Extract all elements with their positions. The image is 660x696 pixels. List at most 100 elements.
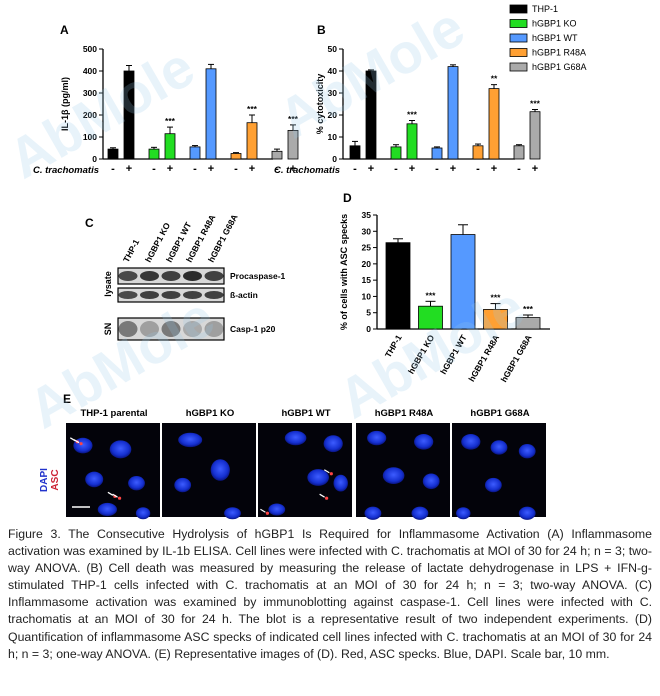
speck-arrow bbox=[112, 493, 118, 498]
y-tick-label: 10 bbox=[362, 291, 372, 301]
bar bbox=[148, 148, 160, 160]
blot-band bbox=[204, 271, 224, 281]
significance-label: *** bbox=[523, 304, 534, 314]
condition-label: - bbox=[476, 163, 480, 175]
bar bbox=[483, 309, 508, 330]
condition-label: - bbox=[394, 163, 398, 175]
bar bbox=[406, 123, 418, 160]
asc-speck bbox=[117, 496, 122, 500]
blot-band bbox=[118, 271, 138, 281]
condition-label: - bbox=[111, 163, 115, 175]
asc-stain-label: ASC bbox=[50, 469, 61, 490]
nucleus bbox=[364, 506, 382, 520]
x-tick-label: hGBP1 R48A bbox=[466, 333, 501, 383]
asc-speck bbox=[265, 511, 269, 515]
bar bbox=[450, 234, 476, 330]
bar bbox=[418, 305, 443, 330]
group-label: lysate bbox=[103, 271, 113, 297]
panel-d-chart: D 0 5 10 15 20 25 30 35 % of cells with ASC speck… bbox=[339, 191, 550, 384]
condition-label: - bbox=[193, 163, 197, 175]
y-tick-label: 30 bbox=[328, 88, 338, 98]
y-tick-label: 400 bbox=[83, 66, 97, 76]
condition-label: + bbox=[491, 163, 497, 175]
x-tick-label: THP-1 bbox=[383, 333, 404, 360]
y-tick-label: 0 bbox=[332, 154, 337, 164]
nucleus bbox=[518, 444, 536, 459]
y-tick-label: 30 bbox=[362, 226, 372, 236]
asc-speck bbox=[329, 472, 333, 476]
y-tick-label: 200 bbox=[83, 110, 97, 120]
panel-label: D bbox=[343, 191, 352, 205]
blot-band bbox=[140, 321, 159, 337]
nucleus bbox=[284, 430, 307, 446]
bar bbox=[529, 111, 541, 160]
speck-arrow bbox=[107, 491, 114, 496]
y-axis-label: % of cells with ASC specks bbox=[339, 214, 349, 330]
y-tick-label: 50 bbox=[328, 44, 338, 54]
significance-label: *** bbox=[247, 104, 258, 114]
blot-band bbox=[140, 271, 159, 281]
image-title: THP-1 parental bbox=[80, 408, 147, 419]
condition-label: - bbox=[435, 163, 439, 175]
nucleus bbox=[461, 434, 481, 450]
legend-label: hGBP1 WT bbox=[532, 33, 578, 43]
condition-label: - bbox=[152, 163, 156, 175]
condition-label: + bbox=[532, 163, 538, 175]
y-tick-label: 25 bbox=[362, 243, 372, 253]
y-tick-label: 5 bbox=[366, 308, 371, 318]
nucleus bbox=[224, 507, 241, 520]
x-axis-label: C. trachomatis bbox=[274, 165, 340, 176]
bar bbox=[164, 133, 176, 160]
legend-swatch bbox=[509, 33, 528, 43]
nucleus bbox=[490, 440, 508, 455]
blot-band bbox=[183, 321, 202, 337]
panel-label: E bbox=[63, 392, 71, 406]
legend-label: hGBP1 G68A bbox=[532, 62, 587, 72]
blot-band bbox=[118, 321, 138, 337]
y-tick-label: 0 bbox=[92, 154, 97, 164]
legend-swatch bbox=[509, 62, 528, 72]
bar bbox=[385, 242, 411, 330]
condition-label: + bbox=[249, 163, 255, 175]
bar bbox=[472, 145, 484, 160]
significance-label: ** bbox=[491, 74, 498, 84]
speck-arrow bbox=[319, 493, 325, 498]
image-title: hGBP1 KO bbox=[186, 408, 235, 419]
y-tick-label: 300 bbox=[83, 88, 97, 98]
y-tick-label: 20 bbox=[328, 110, 338, 120]
nucleus bbox=[210, 459, 230, 481]
condition-label: + bbox=[167, 163, 173, 175]
legend-swatch bbox=[509, 4, 528, 14]
nucleus bbox=[135, 507, 151, 520]
y-tick-label: 20 bbox=[362, 259, 372, 269]
band-label: Casp-1 p20 bbox=[230, 324, 276, 334]
condition-label: + bbox=[368, 163, 374, 175]
panel-label: C bbox=[85, 216, 94, 230]
legend-swatch bbox=[509, 19, 528, 28]
bar bbox=[189, 146, 201, 160]
nucleus bbox=[97, 502, 117, 517]
condition-label: - bbox=[353, 163, 357, 175]
blot-band bbox=[183, 291, 202, 299]
blot-band bbox=[183, 271, 202, 281]
x-tick-label: hGBP1 WT bbox=[438, 332, 469, 376]
nucleus bbox=[414, 434, 434, 450]
micrograph bbox=[66, 423, 160, 517]
nucleus bbox=[174, 477, 192, 493]
asc-speck bbox=[325, 496, 329, 500]
x-tick-label: hGBP1 G68A bbox=[499, 333, 534, 384]
image-title: hGBP1 WT bbox=[281, 408, 330, 419]
blot-band bbox=[140, 291, 159, 299]
bar bbox=[271, 150, 283, 160]
bar bbox=[447, 66, 459, 160]
nucleus bbox=[85, 471, 104, 488]
x-tick-label: hGBP1 KO bbox=[406, 333, 437, 376]
bar bbox=[488, 88, 500, 160]
condition-label: - bbox=[517, 163, 521, 175]
nucleus bbox=[323, 435, 343, 453]
speck-arrow bbox=[73, 439, 80, 444]
condition-label: + bbox=[208, 163, 214, 175]
condition-label: - bbox=[275, 163, 279, 175]
